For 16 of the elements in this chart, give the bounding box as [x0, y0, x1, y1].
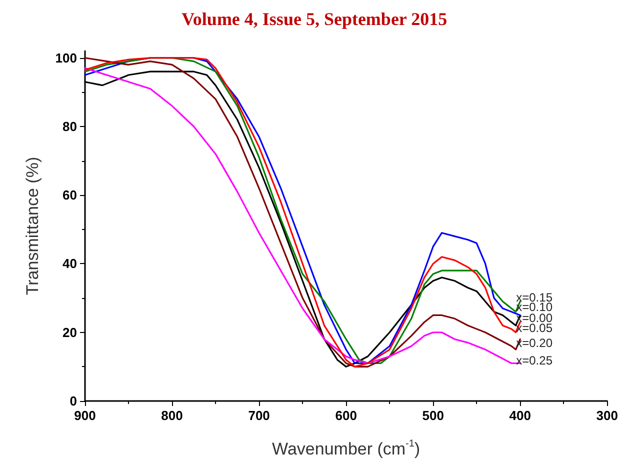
y-tick-label: 60: [62, 188, 77, 203]
y-axis-title: Transmittance (%): [23, 156, 42, 296]
y-tick-label: 40: [62, 256, 77, 272]
y-tick-label: 80: [62, 118, 77, 134]
x-tick-label: 400: [509, 408, 531, 423]
x-tick-label: 500: [422, 408, 444, 423]
text: Volume 4, Issue 5, September 2015: [182, 9, 448, 29]
x-tick-label: 600: [335, 408, 357, 423]
x-tick-label: 700: [248, 408, 270, 423]
x-tick-label: 900: [74, 408, 96, 423]
series-label: x=0.25: [516, 353, 553, 368]
x-tick-label: 800: [161, 408, 183, 423]
y-tick-label: 0: [70, 394, 77, 408]
y-tick-label: 20: [62, 324, 77, 340]
y-tick-label: 100: [55, 50, 77, 66]
x-tick-label: 300: [596, 408, 618, 423]
